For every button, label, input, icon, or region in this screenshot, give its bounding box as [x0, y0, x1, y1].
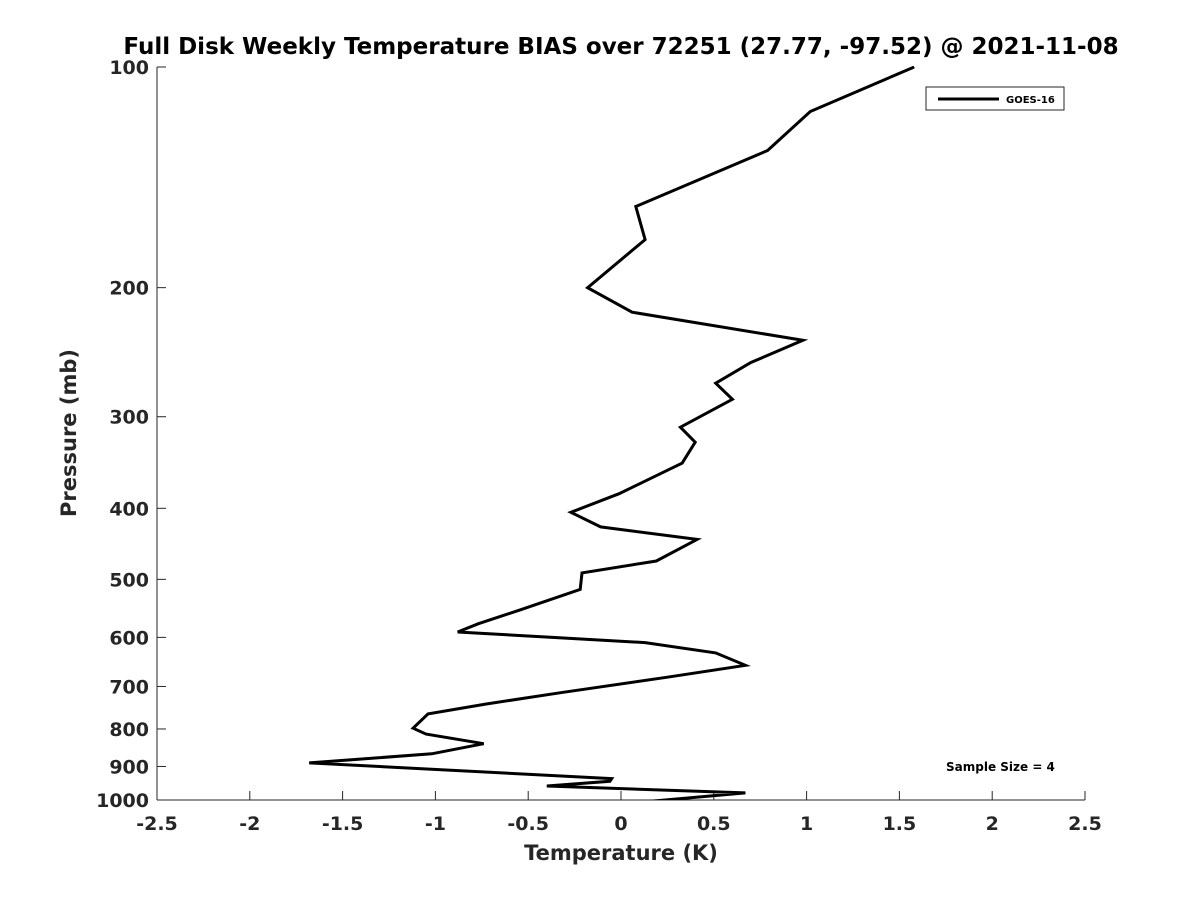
x-tick-label: 1 [800, 813, 813, 835]
x-tick-label: -0.5 [507, 813, 549, 835]
x-axis-ticks: -2.5 -2 -1.5 -1 -0.5 0 0.5 1 1.5 2 2.5 [136, 791, 1102, 835]
y-tick-label: 500 [109, 569, 149, 591]
y-tick-label: 900 [109, 756, 149, 778]
x-tick-label: 1.5 [883, 813, 917, 835]
legend: GOES-16 [925, 86, 1065, 111]
chart-title: Full Disk Weekly Temperature BIAS over 7… [123, 34, 1118, 60]
y-tick-label: 100 [109, 57, 149, 79]
y-tick-label: 800 [109, 719, 149, 741]
x-axis-label: Temperature (K) [524, 841, 718, 865]
x-tick-label: 2.5 [1068, 813, 1102, 835]
legend-label-goes-16: GOES-16 [1006, 95, 1055, 106]
y-tick-label: 400 [109, 498, 149, 520]
y-tick-label: 300 [109, 407, 149, 429]
x-tick-label: 0.5 [697, 813, 731, 835]
x-tick-label: -1 [425, 813, 446, 835]
y-tick-label: 600 [109, 627, 149, 649]
sample-size-annotation: Sample Size = 4 [946, 760, 1055, 774]
x-tick-label: -2 [239, 813, 260, 835]
x-tick-label: -2.5 [136, 813, 178, 835]
x-tick-label: 2 [986, 813, 999, 835]
series-line-goes-16 [309, 66, 915, 800]
series-layer [309, 66, 915, 800]
y-tick-label: 200 [109, 278, 149, 300]
x-tick-label: -1.5 [322, 813, 364, 835]
y-axis-label: Pressure (mb) [57, 349, 81, 517]
x-tick-label: 0 [614, 813, 627, 835]
y-axis-ticks: 100 200 300 400 500 600 700 800 900 1000 [96, 57, 166, 812]
y-tick-label: 700 [109, 676, 149, 698]
y-tick-label: 1000 [96, 790, 149, 812]
